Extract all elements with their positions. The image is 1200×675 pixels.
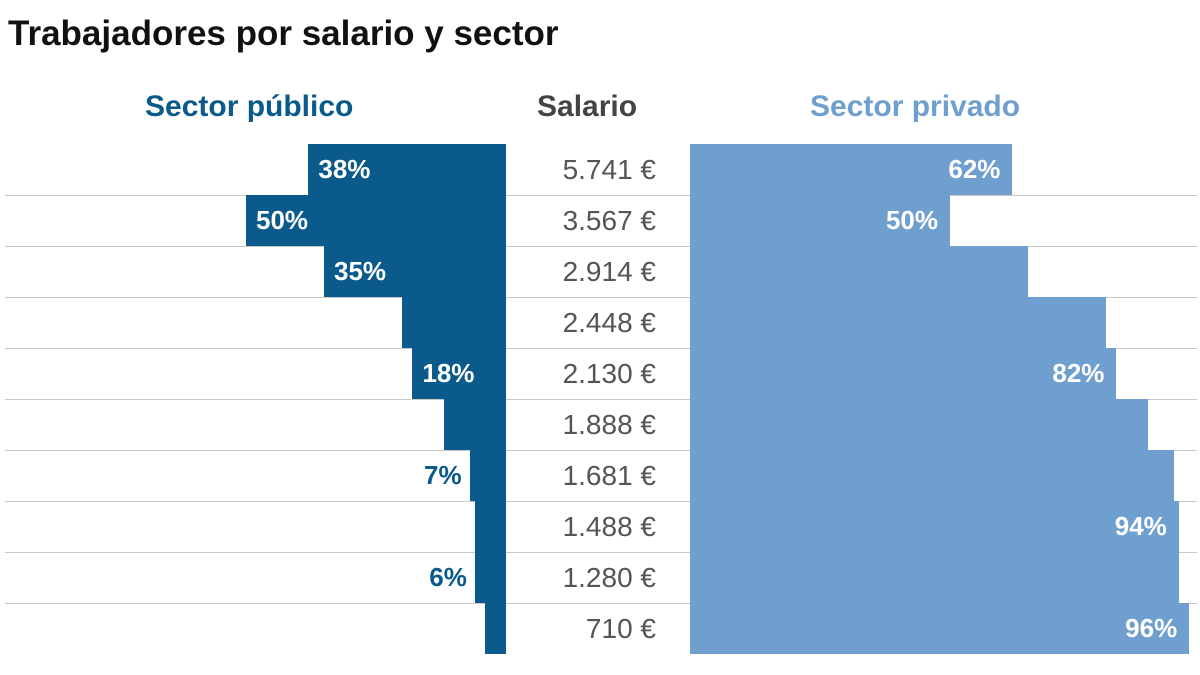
public-bar [474, 501, 506, 552]
chart-title: Trabajadores por salario y sector [8, 14, 559, 53]
public-sector-header: Sector público [145, 90, 354, 123]
private-value-label: 50% [885, 205, 938, 235]
salary-label: 5.741 € [562, 154, 656, 185]
public-value-label: 38% [318, 154, 371, 184]
public-value-label: 50% [256, 205, 309, 235]
public-bar [443, 399, 506, 450]
private-bar [690, 297, 1106, 348]
gridline [5, 552, 1197, 553]
salary-label: 1.681 € [562, 460, 656, 491]
salary-label: 3.567 € [562, 205, 656, 236]
public-bar [402, 297, 506, 348]
gridline [5, 297, 1197, 298]
private-value-label: 96% [1125, 613, 1178, 643]
private-value-label: 62% [948, 154, 1001, 184]
gridline [5, 399, 1197, 400]
salary-header: Salario [537, 90, 638, 123]
salary-label: 2.914 € [562, 256, 656, 287]
salary-label: 1.888 € [562, 409, 656, 440]
private-value-label: 82% [1052, 358, 1105, 388]
public-value-label: 35% [334, 256, 387, 286]
public-bar [308, 144, 506, 195]
private-bar [690, 399, 1148, 450]
private-bar [690, 603, 1190, 654]
private-value-label: 94% [1114, 511, 1167, 541]
private-bar [690, 501, 1179, 552]
salary-label: 2.130 € [562, 358, 656, 389]
private-bar [690, 246, 1028, 297]
private-bar [690, 552, 1179, 603]
private-bar [690, 195, 950, 246]
public-bar [246, 195, 506, 246]
gridline [5, 195, 1197, 196]
private-sector-header: Sector privado [810, 90, 1021, 123]
salary-label: 710 € [585, 613, 656, 644]
gridline [5, 246, 1197, 247]
public-value-label: 6% [429, 562, 467, 592]
public-bar [469, 450, 506, 501]
salary-label: 1.280 € [562, 562, 656, 593]
private-bar [690, 348, 1117, 399]
public-bar [474, 552, 506, 603]
public-value-label: 7% [424, 460, 462, 490]
salary-label: 1.488 € [562, 511, 656, 542]
private-bar [690, 450, 1174, 501]
public-bar [324, 246, 506, 297]
gridline [5, 348, 1197, 349]
private-bar [690, 144, 1013, 195]
gridline [5, 603, 1197, 604]
gridline [5, 450, 1197, 451]
public-bar [412, 348, 506, 399]
salary-label: 2.448 € [562, 307, 656, 338]
public-value-label: 18% [422, 358, 475, 388]
gridline [5, 501, 1197, 502]
public-bar [485, 603, 506, 654]
